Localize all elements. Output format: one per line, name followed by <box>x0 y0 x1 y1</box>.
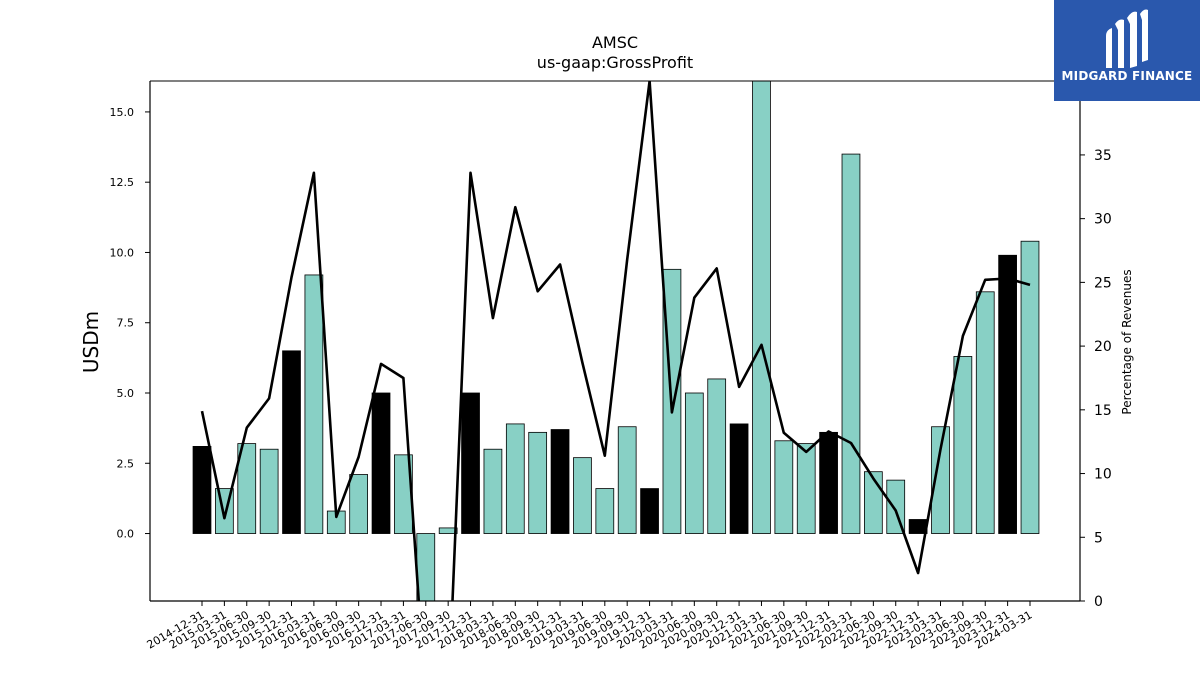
bar <box>349 474 368 534</box>
y-right-tick-label: 20 <box>1094 339 1112 355</box>
logo-text: MIDGARD FINANCE <box>1061 69 1193 83</box>
bar <box>998 254 1017 534</box>
bar <box>528 431 548 534</box>
bar <box>573 457 592 534</box>
plot-area: 0.02.55.07.510.012.515.00510152025303520… <box>110 80 1112 652</box>
bar <box>640 488 659 534</box>
bar <box>617 426 637 534</box>
logo-icon <box>1106 9 1148 69</box>
bar <box>774 440 794 534</box>
bar <box>483 448 503 534</box>
y-axis-label: USDm <box>79 311 103 373</box>
y-right-tick-label: 25 <box>1094 275 1112 291</box>
bar <box>707 378 727 534</box>
y-right-tick-label: 10 <box>1094 467 1112 483</box>
y-right-tick-label: 5 <box>1094 530 1103 546</box>
bar <box>684 392 704 534</box>
y-tick-label: 2.5 <box>117 457 135 470</box>
bar <box>864 471 883 534</box>
chart-subtitle: us-gaap:GrossProfit <box>537 53 693 72</box>
bar <box>416 533 436 601</box>
brand-logo: MIDGARD FINANCE <box>1054 0 1200 101</box>
bar <box>259 448 279 534</box>
bar <box>461 392 480 534</box>
bar <box>550 429 570 534</box>
bar <box>237 443 257 534</box>
bar <box>729 423 749 534</box>
y-tick-label: 15.0 <box>110 106 135 119</box>
bar <box>505 423 525 534</box>
bar <box>975 291 995 534</box>
bar <box>371 392 391 534</box>
bar <box>841 153 861 534</box>
bar <box>752 81 771 534</box>
y-right-tick-label: 35 <box>1094 148 1112 164</box>
series-line <box>200 81 1031 601</box>
y-tick-label: 12.5 <box>110 176 135 189</box>
y-tick-label: 7.5 <box>117 317 135 330</box>
chart-title: AMSC <box>592 33 638 52</box>
bar <box>304 274 324 534</box>
bar <box>595 488 615 534</box>
y-axis-right-label: Percentage of Revenues <box>1120 269 1134 414</box>
bar <box>953 356 973 534</box>
bar <box>192 446 212 534</box>
y-right-tick-label: 0 <box>1094 594 1103 610</box>
y-right-tick-label: 15 <box>1094 403 1112 419</box>
bar <box>819 431 838 534</box>
bar <box>931 426 950 534</box>
y-tick-label: 0.0 <box>117 528 135 541</box>
bar <box>796 443 816 534</box>
bar <box>1020 240 1040 534</box>
y-tick-label: 5.0 <box>117 387 135 400</box>
bar <box>438 527 458 534</box>
bar <box>282 350 301 534</box>
y-tick-label: 10.0 <box>110 246 135 259</box>
y-right-tick-label: 30 <box>1094 212 1112 228</box>
